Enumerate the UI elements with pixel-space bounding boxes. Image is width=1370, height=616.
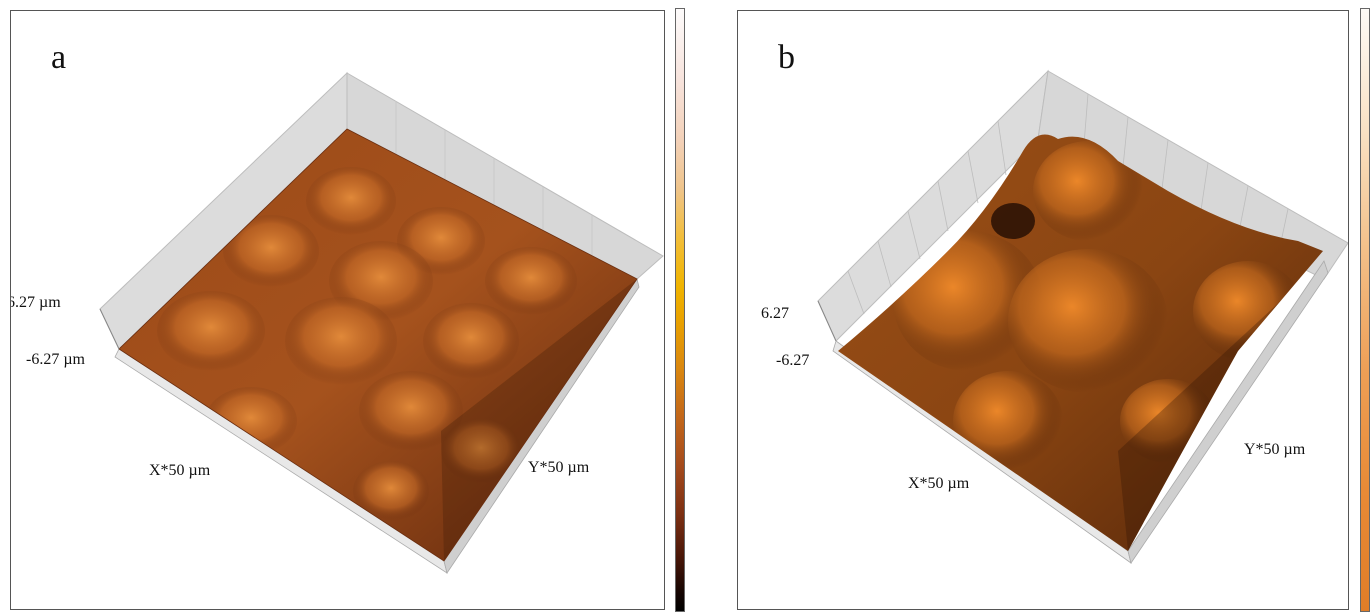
box-grid bbox=[395, 101, 593, 255]
afm-topography-a bbox=[119, 129, 637, 561]
afm-panel-b: b 6.27 -6.27 X*50 µm Y*50 µm bbox=[737, 10, 1349, 610]
z-max-label-b: 6.27 bbox=[761, 305, 789, 322]
z-min-label-b: -6.27 bbox=[776, 352, 810, 369]
afm-3d-surface-b bbox=[817, 69, 1348, 564]
z-min-label-a: -6.27 µm bbox=[26, 351, 85, 368]
afm-topography-b bbox=[838, 134, 1323, 552]
x-axis-label-b: X*50 µm bbox=[908, 475, 970, 492]
z-max-label-a: 6.27 µm bbox=[10, 294, 61, 311]
height-colorbar-a bbox=[675, 8, 685, 612]
x-axis-label-a: X*50 µm bbox=[149, 462, 211, 479]
surface-right-edge bbox=[1127, 260, 1329, 564]
panel-letter-b: b bbox=[778, 39, 795, 76]
y-axis-label-b: Y*50 µm bbox=[1244, 441, 1306, 458]
afm-3d-surface-a bbox=[99, 71, 664, 574]
z-axis-line bbox=[817, 300, 837, 342]
height-colorbar-b bbox=[1360, 8, 1370, 612]
panel-letter-a: a bbox=[51, 39, 67, 76]
z-axis-line bbox=[99, 308, 120, 350]
y-axis-label-a: Y*50 µm bbox=[528, 459, 590, 476]
afm-panel-a: a 6.27 µm -6.27 µm X*50 µm Y*50 µm bbox=[10, 10, 665, 610]
